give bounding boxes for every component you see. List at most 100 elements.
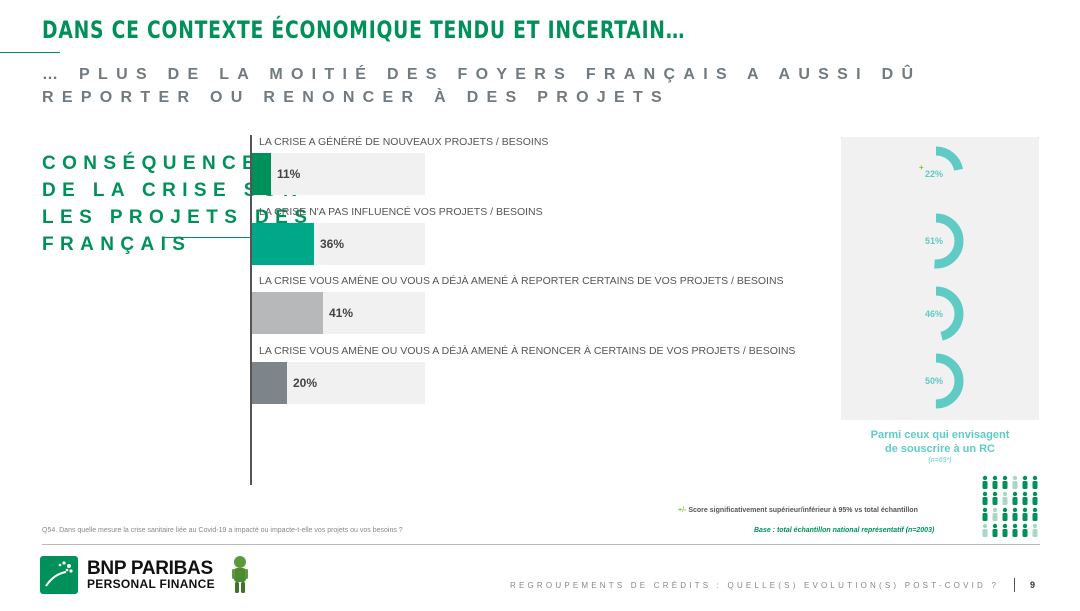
question-text: Q54. Dans quelle mesure la crise sanitai… [42,527,403,534]
person-icon [1012,481,1018,489]
section-heading-line: FRANÇAIS [42,234,192,255]
person-icon [992,507,998,513]
person-icon [1012,507,1018,513]
person-icon [1022,497,1028,505]
donut-chart: 22% 51% 46% 50% + [908,146,964,409]
bnp-logo-icon [40,556,78,594]
person-icon [1002,523,1008,529]
bar-category-label: LA CRISE VOUS AMÈNE OU VOUS A DÉJÀ AMENÉ… [259,345,796,357]
donut-arc [908,286,964,342]
brand-name: BNP PARIBAS [87,558,213,579]
person-icon [1032,481,1038,489]
person-icon [1032,513,1038,521]
person-icon [992,523,998,529]
bar [252,223,314,265]
bar-chart-axis [250,135,252,485]
significance-legend: +/- Score significativement supérieur/in… [678,507,918,514]
person-icon [1022,481,1028,489]
person-icon [1032,475,1038,481]
people-grid-icon [982,475,1038,537]
base-note: Base : total échantillon national représ… [754,527,935,534]
panel-caption-line: Parmi ceux qui envisagent [870,429,1010,441]
panel-caption-line: de souscrire à un RC [884,443,996,455]
person-icon [992,475,998,481]
person-icon [982,481,988,489]
person-icon [1002,529,1008,537]
person-icon [1012,529,1018,537]
section-heading-line: CONSÉQUENCES [42,153,281,174]
person-icon [1032,529,1038,537]
person-icon [1032,491,1038,497]
person-icon [982,475,988,481]
person-icon [982,491,988,497]
person-icon [1012,475,1018,481]
footer-title: REGROUPEMENTS DE CRÉDITS : QUELLE(S) EVO… [510,581,1000,590]
person-icon [1022,507,1028,513]
person-icon [1002,513,1008,521]
person-icon [1012,497,1018,505]
person-icon [1032,497,1038,505]
person-icon [1002,475,1008,481]
donut-arc [908,353,964,409]
person-icon [992,481,998,489]
bar-value-label: 41% [329,306,354,320]
person-icon [1032,507,1038,513]
donut-panel: 22% 51% 46% 50% + [841,137,1039,420]
person-icon [1012,513,1018,521]
section-divider [162,237,252,238]
donut-arc [908,213,964,269]
section-heading-line: DE LA CRISE SUR [42,180,304,201]
page-subtitle: … PLUS DE LA MOITIÉ DES FOYERS FRANÇAIS … [42,66,922,106]
person-icon [1002,497,1008,505]
person-icon [992,529,998,537]
bar-value-label: 11% [277,167,301,181]
person-icon [1032,523,1038,529]
person-icon [1022,513,1028,521]
brand-subname: PERSONAL FINANCE [87,577,215,591]
person-icon [1022,491,1028,497]
person-icon [1012,523,1018,529]
donut-value-label: 50% [925,376,943,386]
person-icon [982,529,988,537]
person-icon [982,523,988,529]
significance-marker: +/- [678,507,687,514]
title-divider [0,52,60,53]
person-icon [982,507,988,513]
page-number: 9 [1030,580,1036,590]
significance-plus-marker: + [919,163,924,172]
donut-value-label: 46% [925,309,943,319]
bar [252,292,323,334]
donut-arc [908,146,964,202]
footer-divider [42,544,1040,545]
person-icon [1002,491,1008,497]
person-icon [982,513,988,521]
bar-category-label: LA CRISE N'A PAS INFLUENCÉ VOS PROJETS /… [259,206,543,218]
bar [252,153,271,195]
mascot-icon [232,556,248,593]
legend-text: Score significativement supérieur/inféri… [688,507,865,514]
bar-category-label: LA CRISE VOUS AMÈNE OU VOUS A DÉJÀ AMENÉ… [259,275,784,287]
person-icon [992,513,998,521]
footer-separator [1014,578,1015,592]
person-icon [1002,507,1008,513]
bar [252,362,287,404]
person-icon [982,497,988,505]
person-icon [1012,491,1018,497]
donut-value-label: 51% [925,236,943,246]
section-heading-line: LES PROJETS DES [42,207,314,228]
bar-value-label: 20% [293,376,318,390]
person-icon [1022,529,1028,537]
bar-track [252,153,425,195]
panel-caption: Parmi ceux qui envisagent de souscrire à… [841,428,1039,456]
panel-sample-note: (n=65*) [928,457,952,464]
bar-category-label: LA CRISE A GÉNÉRÉ DE NOUVEAUX PROJETS / … [259,136,549,148]
person-icon [992,491,998,497]
bar-value-label: 36% [320,237,345,251]
person-icon [992,497,998,505]
section-heading: CONSÉQUENCES DE LA CRISE SUR LES PROJETS… [42,150,313,258]
person-icon [1002,481,1008,489]
legend-text-bold: total échantillon [864,507,918,514]
donut-value-label: 22% [925,169,943,179]
page-title: DANS CE CONTEXTE ÉCONOMIQUE TENDU ET INC… [42,16,686,44]
person-icon [1022,475,1028,481]
